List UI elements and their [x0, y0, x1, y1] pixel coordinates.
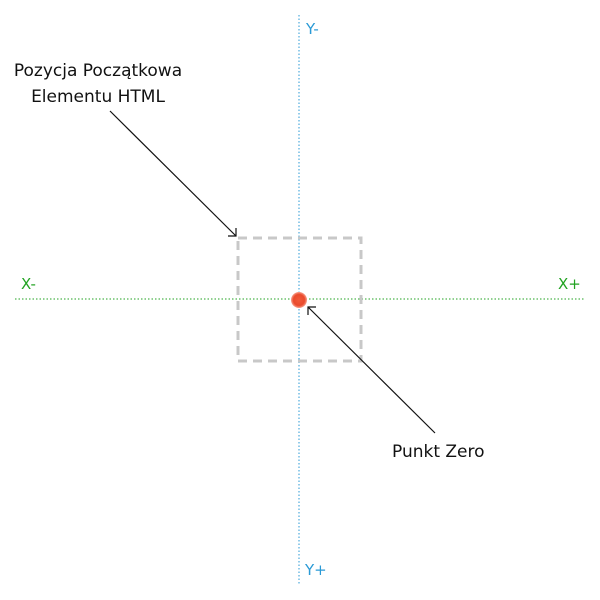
initial-position-label-line1: Pozycja Początkowa [13, 61, 183, 81]
x-positive-label: X+ [558, 275, 581, 293]
initial-position-label-line2: Elementu HTML [31, 87, 165, 107]
initial-position-arrow [109, 110, 237, 237]
x-negative-label: X- [21, 275, 36, 293]
y-positive-label: Y+ [305, 561, 327, 579]
zero-point-arrow [307, 306, 436, 434]
initial-position-arrow-head-icon [228, 228, 237, 237]
element-initial-box [236, 236, 363, 363]
y-negative-label: Y- [306, 20, 319, 38]
initial-position-label: Pozycja Początkowa Elementu HTML [8, 58, 188, 110]
zero-point-label: Punkt Zero [392, 442, 485, 462]
zero-point-arrow-head-icon [307, 306, 316, 315]
zero-point-dot-icon [291, 292, 307, 308]
